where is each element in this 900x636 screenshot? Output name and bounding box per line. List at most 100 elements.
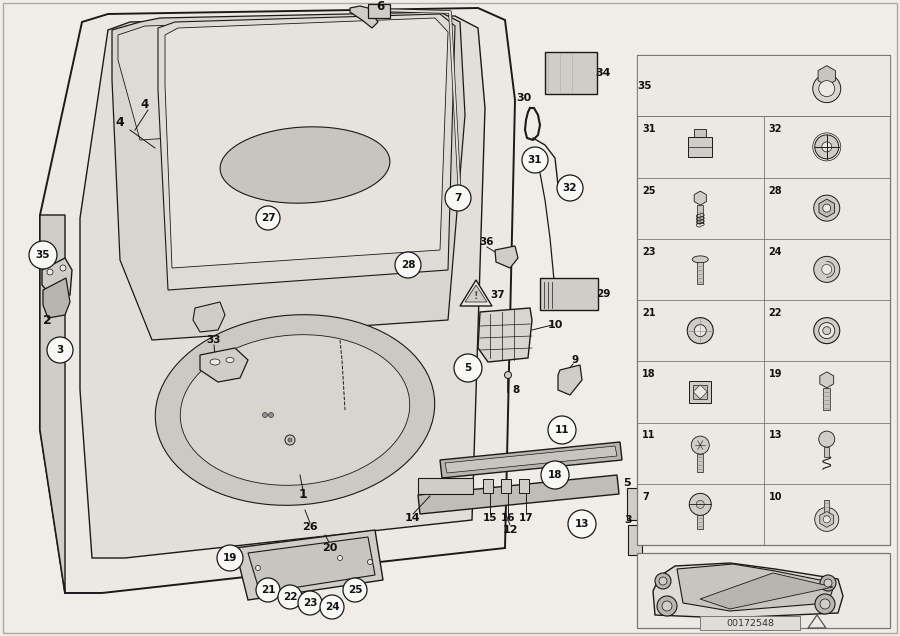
Text: 25: 25 (347, 585, 362, 595)
Circle shape (819, 81, 835, 97)
Text: 28: 28 (769, 186, 782, 195)
Circle shape (662, 601, 672, 611)
Text: 22: 22 (283, 592, 297, 602)
Polygon shape (820, 372, 833, 388)
Polygon shape (460, 280, 492, 306)
Text: 5: 5 (464, 363, 472, 373)
Bar (824, 388, 830, 410)
Circle shape (454, 354, 482, 382)
Text: 17: 17 (518, 513, 534, 523)
Polygon shape (694, 191, 706, 205)
Circle shape (256, 565, 260, 570)
Circle shape (522, 147, 548, 173)
Text: 3: 3 (57, 345, 64, 355)
Polygon shape (248, 537, 375, 593)
Circle shape (298, 591, 322, 615)
Circle shape (697, 501, 704, 508)
Text: 8: 8 (512, 385, 519, 395)
Text: 00172548: 00172548 (726, 618, 774, 628)
Circle shape (541, 461, 569, 489)
Bar (628, 525, 642, 555)
Text: 18: 18 (548, 470, 562, 480)
Circle shape (29, 241, 57, 269)
Text: 35: 35 (638, 81, 652, 90)
Text: 6: 6 (376, 0, 384, 13)
Text: 33: 33 (207, 335, 221, 345)
Text: 20: 20 (322, 543, 338, 553)
Circle shape (338, 555, 343, 560)
Polygon shape (42, 258, 72, 300)
Text: 13: 13 (575, 519, 590, 529)
Bar (368, 4, 390, 18)
Circle shape (814, 317, 840, 343)
Polygon shape (818, 66, 835, 86)
Circle shape (548, 416, 576, 444)
Text: 7: 7 (642, 492, 649, 502)
Bar (698, 205, 703, 223)
Bar (637, 55, 890, 545)
Text: 31: 31 (527, 155, 542, 165)
Bar (637, 553, 890, 628)
Text: 23: 23 (642, 247, 655, 257)
Circle shape (814, 195, 840, 221)
Circle shape (320, 595, 344, 619)
Text: 9: 9 (572, 355, 579, 365)
Circle shape (814, 508, 839, 531)
Circle shape (445, 185, 471, 211)
Circle shape (824, 579, 832, 587)
Polygon shape (40, 8, 515, 593)
Text: 11: 11 (642, 431, 655, 441)
Circle shape (691, 436, 709, 454)
Circle shape (47, 269, 53, 275)
Circle shape (217, 545, 243, 571)
Polygon shape (193, 302, 225, 332)
Bar (700, 616, 800, 630)
Polygon shape (677, 564, 835, 611)
Text: 35: 35 (36, 250, 50, 260)
Circle shape (285, 435, 295, 445)
Polygon shape (180, 335, 410, 485)
Polygon shape (820, 511, 833, 527)
Circle shape (343, 578, 367, 602)
Text: 12: 12 (502, 525, 518, 535)
Bar (694, 129, 706, 137)
Text: 36: 36 (480, 237, 494, 247)
Text: 15: 15 (482, 513, 497, 523)
Text: 14: 14 (405, 513, 421, 523)
Circle shape (815, 594, 835, 614)
Bar (824, 501, 829, 520)
Polygon shape (118, 18, 450, 140)
Circle shape (823, 204, 831, 212)
Bar (637, 55, 890, 116)
Polygon shape (478, 308, 532, 362)
Bar (483, 479, 493, 493)
Polygon shape (80, 16, 485, 558)
Text: 10: 10 (547, 320, 562, 330)
Bar (824, 447, 829, 457)
Text: 19: 19 (769, 370, 782, 379)
Text: 34: 34 (595, 68, 611, 78)
Circle shape (47, 337, 73, 363)
Circle shape (657, 596, 677, 616)
Polygon shape (465, 285, 487, 302)
Circle shape (268, 413, 274, 417)
Ellipse shape (692, 256, 708, 263)
Text: 23: 23 (302, 598, 317, 608)
Text: 13: 13 (769, 431, 782, 441)
Circle shape (814, 135, 839, 159)
Circle shape (822, 142, 832, 152)
Circle shape (278, 585, 302, 609)
Polygon shape (235, 530, 383, 600)
Text: 4: 4 (115, 116, 124, 128)
Polygon shape (693, 385, 707, 399)
Circle shape (557, 175, 583, 201)
Circle shape (395, 252, 421, 278)
Text: 2: 2 (42, 314, 51, 326)
Circle shape (263, 413, 267, 417)
Bar (693, 385, 707, 399)
Text: 25: 25 (642, 186, 655, 195)
Bar (418, 478, 473, 494)
Polygon shape (158, 14, 455, 290)
Polygon shape (165, 18, 448, 268)
Text: 16: 16 (500, 513, 515, 523)
